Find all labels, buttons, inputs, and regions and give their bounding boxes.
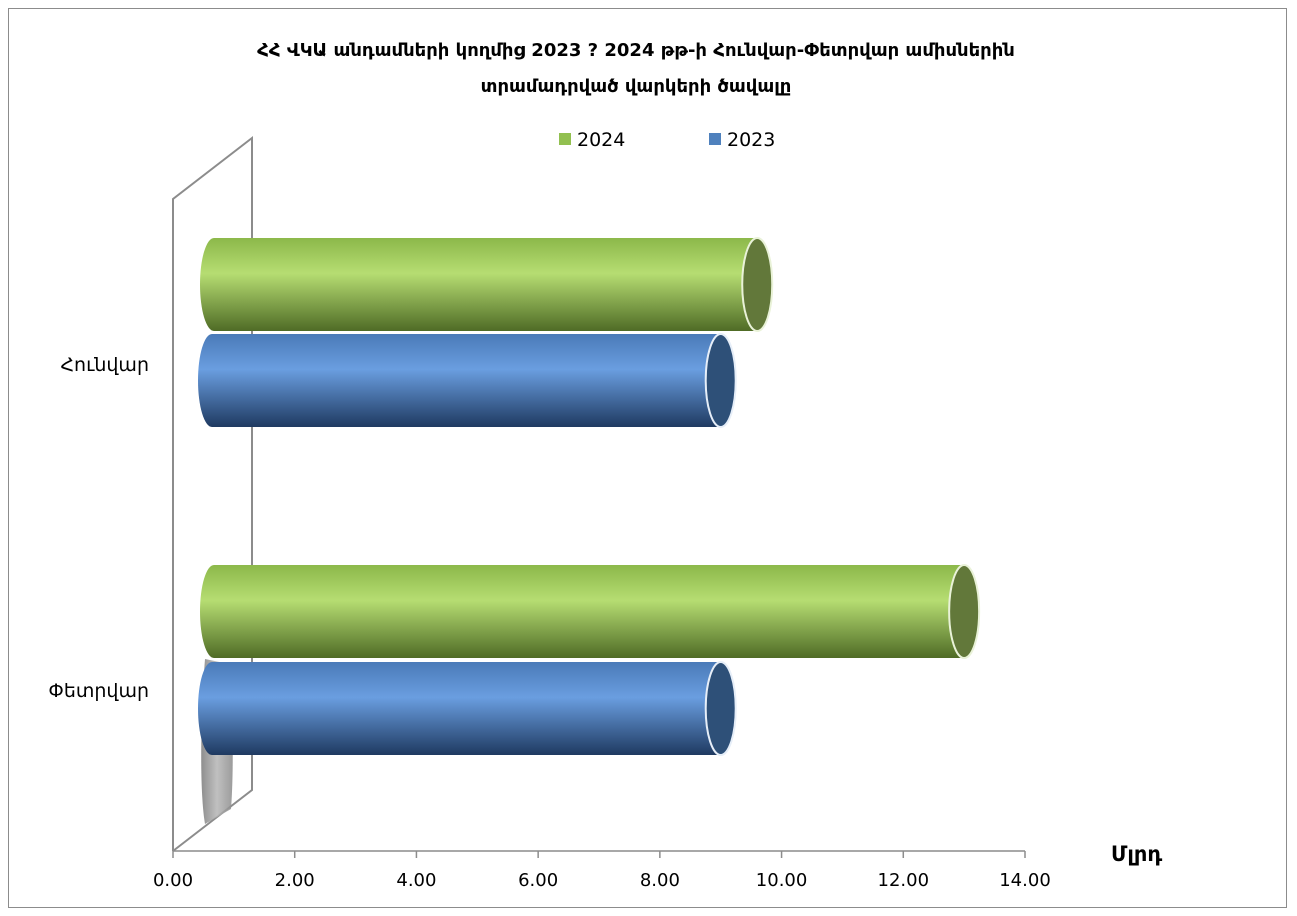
bar-cap-2023-1 — [704, 661, 737, 756]
x-tick-label-4: 8.00 — [640, 870, 680, 891]
legend-swatch-2024 — [559, 133, 571, 145]
x-tick-label-6: 12.00 — [878, 870, 930, 891]
bar-body-2023-1 — [198, 662, 721, 755]
chart-frame: ՀՀ ՎԿԱ անդամների կողմից 2023 ? 2024 թթ-ի… — [8, 8, 1287, 908]
x-axis-ticks: 0.00 2.00 4.00 6.00 8.00 10.00 12.00 14.00 — [153, 851, 1051, 891]
bar-2024-1 — [200, 564, 981, 659]
x-tick-label-2: 4.00 — [396, 870, 436, 891]
bar-2023-0 — [198, 333, 737, 428]
bar-body-2023-0 — [198, 334, 721, 427]
x-tick-label-1: 2.00 — [275, 870, 315, 891]
bar-2023-1 — [198, 661, 737, 756]
bar-body-2024-0 — [200, 238, 758, 331]
bars — [198, 237, 981, 756]
chart-title-line-2: տրամադրված վարկերի ծավալը — [481, 76, 792, 97]
bar-cap-2023-0 — [704, 333, 737, 428]
legend-label-2023: 2023 — [727, 129, 775, 151]
x-tick-label-7: 14.00 — [999, 870, 1051, 891]
category-label-january: Հունվար — [60, 354, 149, 376]
legend-label-2024: 2024 — [577, 129, 625, 151]
bar-cap-2024-1 — [948, 564, 981, 659]
legend-swatch-2023 — [709, 133, 721, 145]
x-tick-label-5: 10.00 — [756, 870, 808, 891]
bar-body-2024-1 — [200, 565, 965, 658]
x-tick-label-3: 6.00 — [518, 870, 558, 891]
bar-cap-2024-0 — [741, 237, 774, 332]
category-label-february: Փետրվար — [48, 680, 149, 702]
chart-canvas: ՀՀ ՎԿԱ անդամների կողմից 2023 ? 2024 թթ-ի… — [48, 40, 1162, 891]
legend: 2024 2023 — [559, 129, 775, 151]
x-tick-label-0: 0.00 — [153, 870, 193, 891]
chart-title-line-1: ՀՀ ՎԿԱ անդամների կողմից 2023 ? 2024 թթ-ի… — [257, 40, 1015, 61]
unit-label: Մլրդ — [1111, 842, 1162, 866]
bar-2024-0 — [200, 237, 774, 332]
